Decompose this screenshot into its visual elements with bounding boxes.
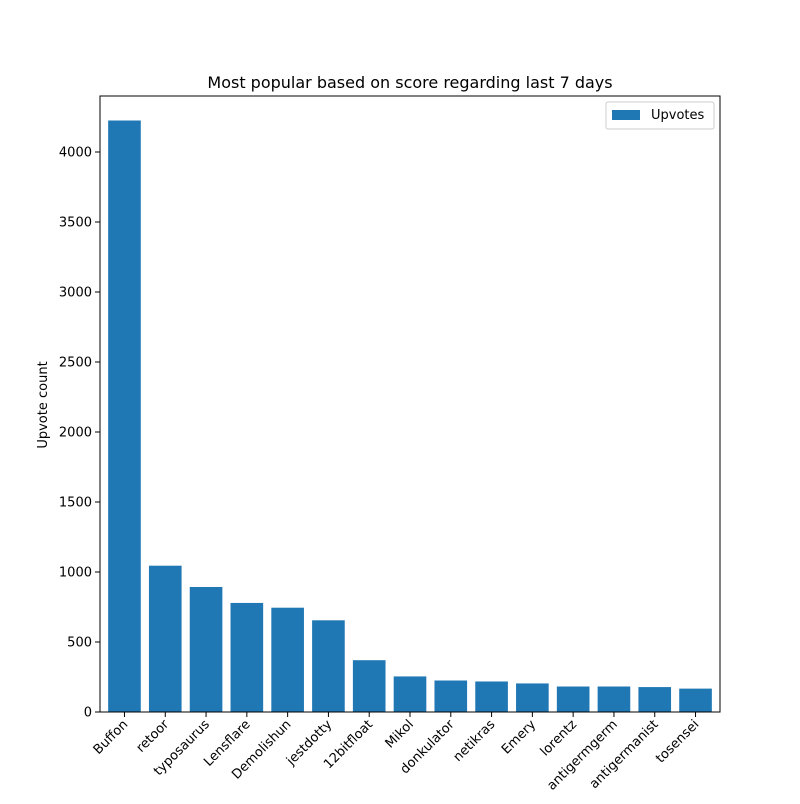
- bar-tosensei: [679, 688, 712, 712]
- bar-retoor: [148, 565, 182, 712]
- bar-demolishun: [271, 607, 304, 712]
- y-axis-title: Upvote count: [36, 361, 51, 448]
- y-tick-label: 3500: [59, 216, 92, 231]
- bar-buffon: [108, 120, 141, 712]
- y-tick-label: 4000: [59, 146, 92, 161]
- legend-label-upvotes: Upvotes: [651, 108, 705, 123]
- legend-frame: [605, 101, 715, 130]
- y-tick-label: 1000: [59, 566, 92, 581]
- bar-lensflare: [230, 602, 264, 712]
- chart-title: Most popular based on score regarding la…: [207, 73, 612, 92]
- bar-lorentz: [556, 686, 590, 712]
- legend: Upvotes: [605, 101, 715, 130]
- y-tick-label: 500: [67, 636, 92, 651]
- bar-12bitfloat: [352, 660, 386, 712]
- bar-antigermanist: [638, 687, 672, 712]
- bar-donkulator: [434, 680, 468, 712]
- bar-netikras: [475, 681, 508, 712]
- bar-emery: [516, 683, 549, 712]
- y-tick-label: 1500: [59, 496, 92, 511]
- y-tick-label: 3000: [59, 286, 92, 301]
- bar-typosaurus: [189, 586, 223, 712]
- y-tick-label: 2000: [59, 426, 92, 441]
- y-tick-label: 0: [84, 706, 92, 721]
- bar-mikol: [393, 676, 427, 712]
- bar-antigermgerm: [597, 686, 631, 712]
- plot-frame: [99, 95, 721, 713]
- y-tick-label: 2500: [59, 356, 92, 371]
- legend-swatch-upvotes: [612, 110, 640, 120]
- bar-jestdotty: [312, 620, 345, 712]
